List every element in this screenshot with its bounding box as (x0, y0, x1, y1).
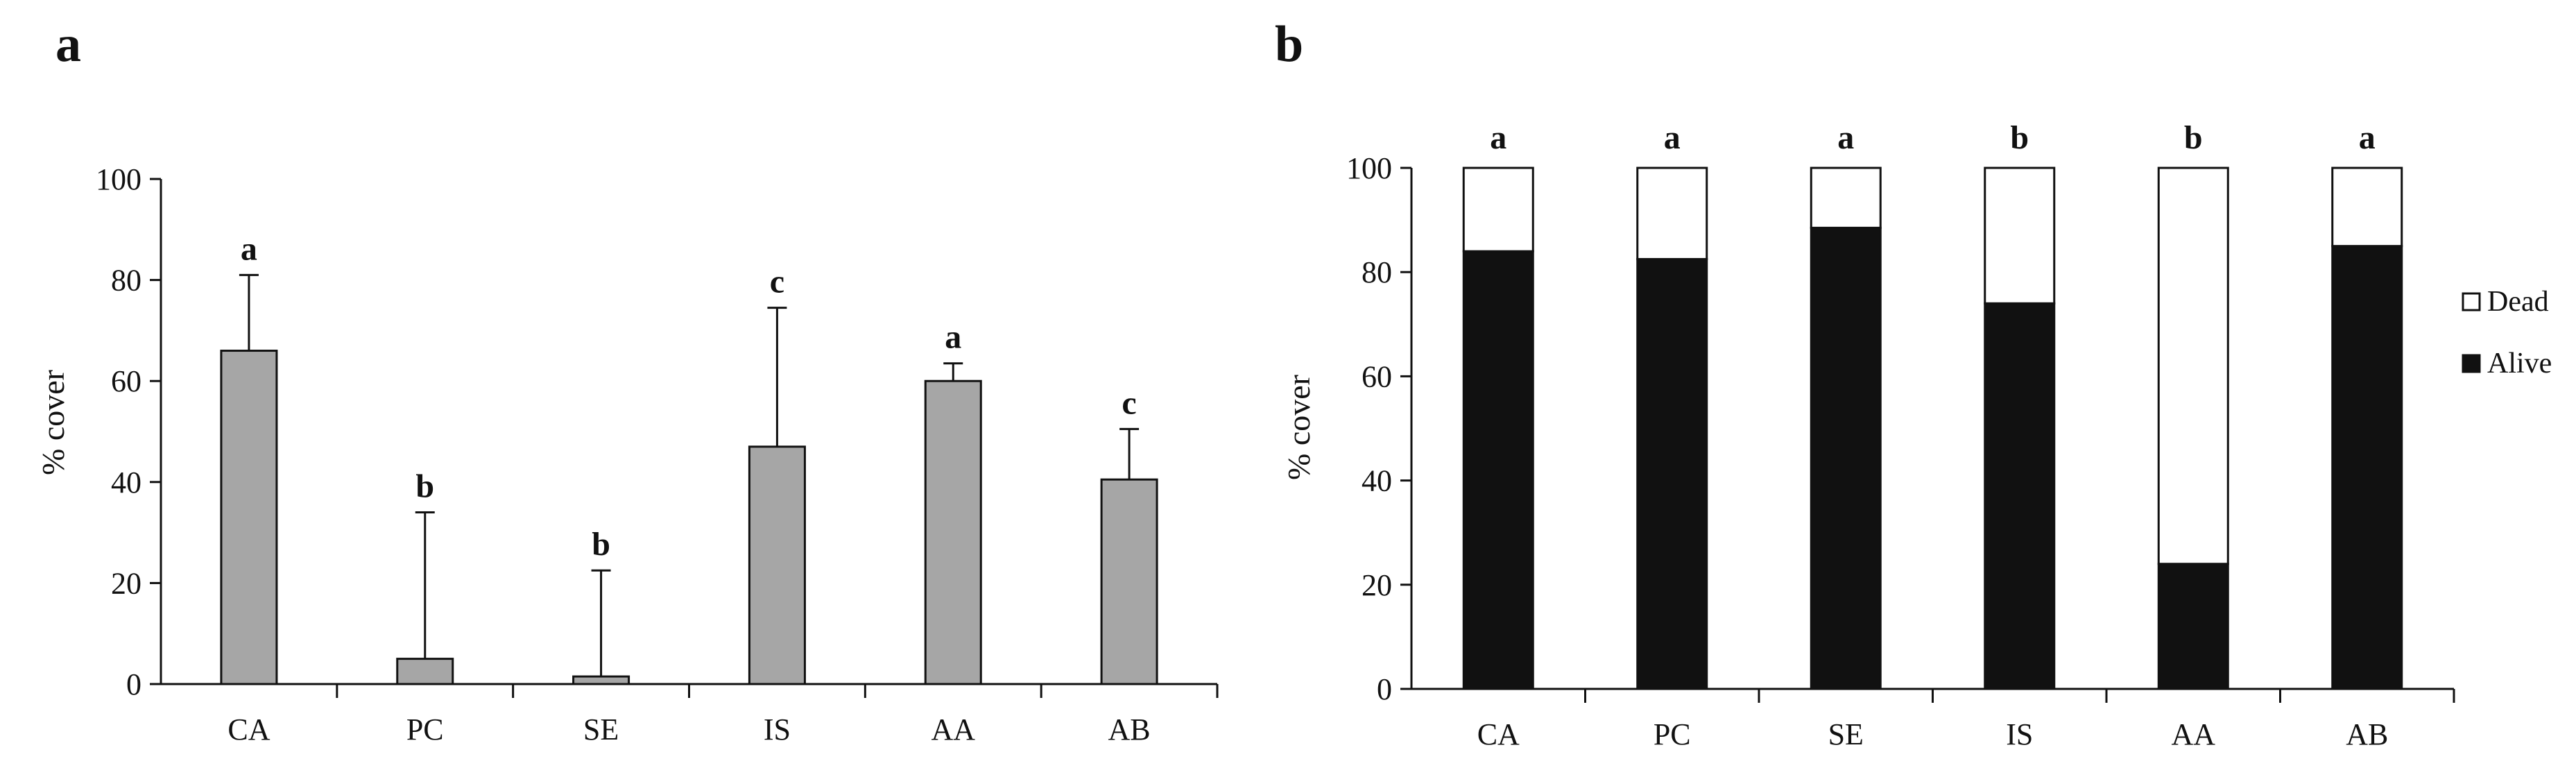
p1-y-tick-label: 60 (1362, 359, 1392, 393)
bar-se-alive (1810, 226, 1882, 690)
p0-y-tick-label: 60 (111, 364, 141, 398)
bar-ca-dead (1462, 167, 1534, 253)
p1-x-tick-label: AA (2171, 717, 2215, 751)
p0-y-tick-label: 20 (111, 566, 141, 600)
bar-pc-dead (1636, 167, 1708, 260)
bar-se-dead (1810, 167, 1882, 229)
significance-label: a (1664, 119, 1681, 156)
p0-x-tick-label: AB (1108, 712, 1151, 746)
p1-x-tick-label: IS (2006, 717, 2033, 751)
p0-x-tick-label: PC (406, 712, 444, 746)
p0-y-tick-label: 40 (111, 466, 141, 500)
bar-pc (396, 658, 454, 685)
legend-label-dead: Dead (2487, 286, 2549, 318)
significance-label: a (2359, 119, 2376, 156)
panel-b-stacked-bar-chart: b % cover 0 20 40 60 80 100 CA a PC a SE a IS b AA b AB a… (1275, 16, 2552, 751)
p1-x-tick-label: CA (1477, 717, 1520, 751)
p1-y-tick-label: 40 (1362, 464, 1392, 498)
bar-aa (924, 379, 982, 685)
p1-y-tick-label: 0 (1377, 672, 1392, 706)
bar-aa-alive (2157, 563, 2229, 690)
bar-is-dead (1984, 167, 2056, 305)
p1-y-tick-label: 20 (1362, 568, 1392, 602)
bar-ca (220, 350, 278, 685)
bar-ab-dead (2331, 167, 2403, 248)
significance-label: b (415, 468, 434, 504)
bar-pc-alive (1636, 257, 1708, 690)
legend-swatch-alive (2462, 354, 2481, 373)
bar-ca-alive (1462, 250, 1534, 690)
bar-aa-dead (2157, 167, 2229, 565)
p0-x-tick-label: SE (583, 712, 619, 746)
significance-label: a (241, 230, 257, 267)
significance-label: a (1490, 119, 1506, 156)
significance-label: a (1837, 119, 1854, 156)
panel-a-y-axis-title: % cover (35, 370, 71, 475)
bar-is-alive (1984, 302, 2056, 690)
significance-label: c (1122, 384, 1136, 421)
p0-x-tick-label: AA (931, 712, 975, 746)
p1-x-tick-label: PC (1654, 717, 1691, 751)
p0-y-tick-label: 80 (111, 264, 141, 298)
p0-y-tick-label: 0 (126, 667, 141, 701)
bar-is (748, 445, 806, 685)
p1-x-tick-label: AB (2346, 717, 2388, 751)
p1-y-tick-label: 100 (1346, 151, 1392, 185)
significance-label: b (592, 526, 610, 563)
p1-y-tick-label: 80 (1362, 255, 1392, 289)
panel-a-label: a (55, 16, 81, 73)
significance-label: a (945, 319, 961, 356)
p0-x-tick-label: IS (764, 712, 791, 746)
significance-label: b (2010, 119, 2029, 156)
significance-label: c (770, 264, 784, 300)
bar-ab-alive (2331, 245, 2403, 690)
panel-a-bar-chart: a % cover 0 20 40 60 80 100 CA a PC b SE b IS c AA a AB c (35, 16, 1219, 746)
p0-y-tick-label: 100 (96, 162, 141, 196)
p0-x-tick-label: CA (227, 712, 270, 746)
panel-b-label: b (1275, 16, 1303, 73)
significance-label: b (2184, 119, 2203, 156)
bar-se (572, 675, 630, 685)
panel-b-y-axis-title: % cover (1281, 375, 1316, 480)
legend-label-alive: Alive (2487, 348, 2552, 379)
p1-x-tick-label: SE (1828, 717, 1864, 751)
bar-ab (1100, 478, 1158, 685)
panel-b-legend: Dead Alive (2462, 286, 2552, 379)
legend-swatch-dead (2462, 292, 2481, 312)
